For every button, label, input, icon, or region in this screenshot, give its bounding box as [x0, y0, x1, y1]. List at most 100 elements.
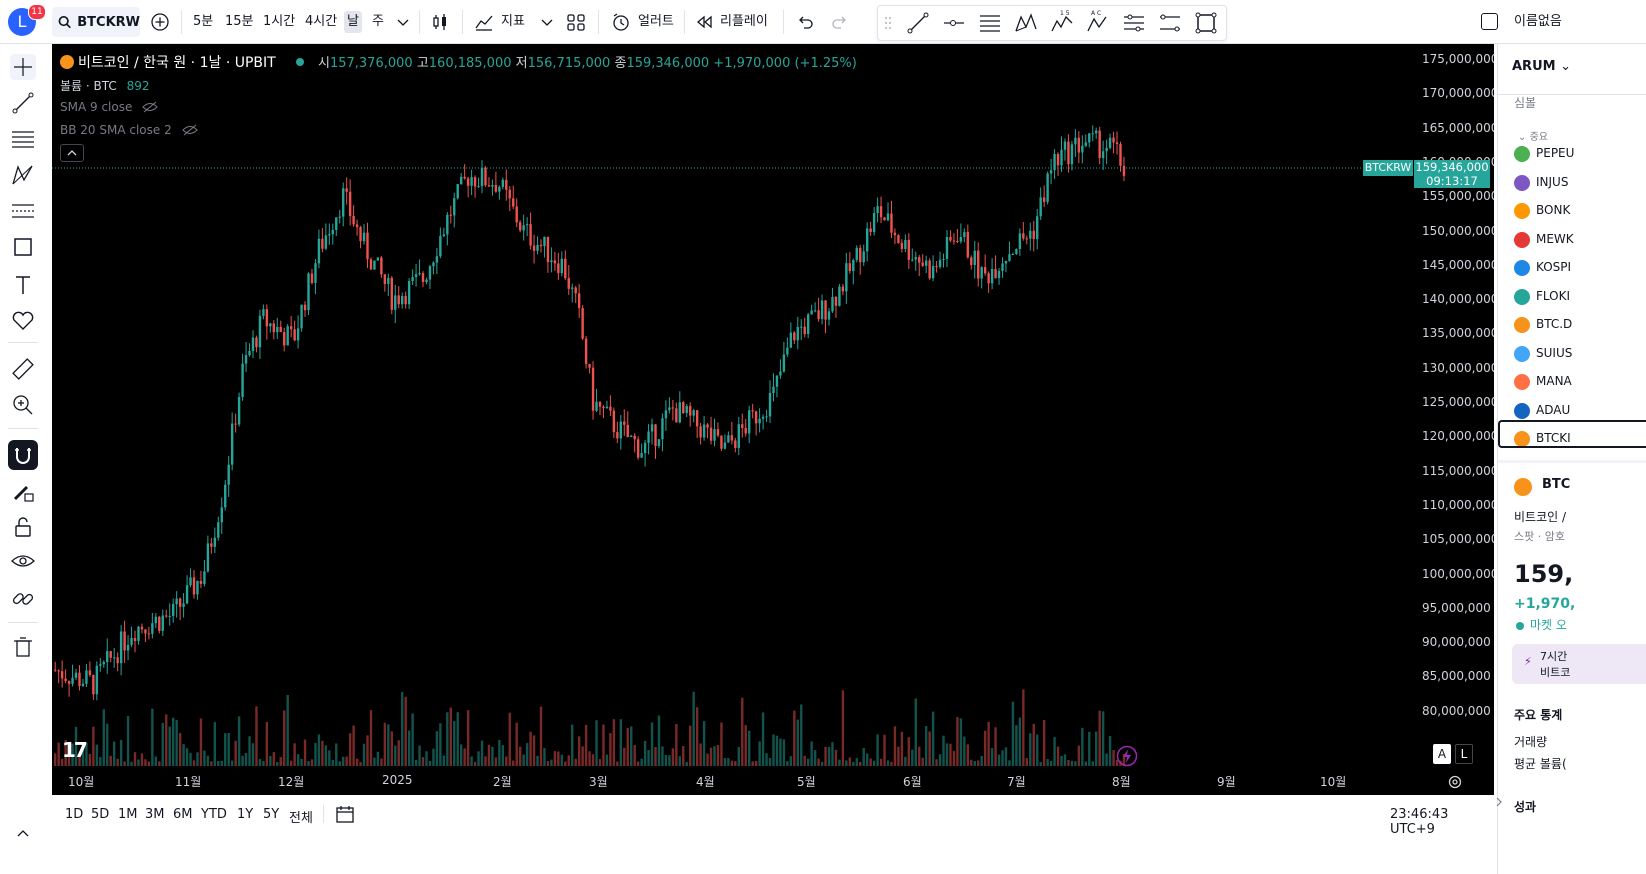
- volume-bar: [668, 755, 671, 766]
- clock-timezone[interactable]: 23:46:43 UTC+9: [1390, 807, 1449, 837]
- alarm-clock-icon[interactable]: [611, 12, 631, 32]
- watchlist-row[interactable]: MEWK: [1498, 226, 1646, 254]
- close-value: 159,346,000: [626, 56, 710, 71]
- watchlist-row[interactable]: INJUS: [1498, 169, 1646, 197]
- prediction-tools-icon[interactable]: [10, 198, 36, 224]
- range-5d[interactable]: 5D: [91, 807, 110, 822]
- pattern-xabcd-icon[interactable]: [1014, 11, 1038, 35]
- eye-hidden-icon[interactable]: [142, 101, 158, 113]
- long-position-icon[interactable]: [1122, 11, 1146, 35]
- interval-day[interactable]: 날: [344, 11, 362, 33]
- bb-legend[interactable]: BB 20 SMA close 2: [60, 123, 198, 137]
- layout-name[interactable]: 이름없음: [1514, 14, 1562, 29]
- watchlist-row[interactable]: ADAU: [1498, 397, 1646, 425]
- range-1d[interactable]: 1D: [65, 807, 84, 822]
- undo-icon[interactable]: [795, 12, 815, 32]
- watchlist-row[interactable]: SUIUS: [1498, 340, 1646, 368]
- volume-bar: [1039, 761, 1042, 766]
- patterns-icon[interactable]: [10, 162, 36, 188]
- drawing-lock-pencil-icon[interactable]: [10, 478, 36, 504]
- drag-handle-icon[interactable]: [884, 16, 892, 30]
- watchlist-row[interactable]: BONK: [1498, 197, 1646, 225]
- horizontal-ray-icon[interactable]: [942, 11, 966, 35]
- trend-line-icon[interactable]: [10, 90, 36, 116]
- indicators-button[interactable]: 지표: [501, 14, 525, 29]
- rectangle-icon[interactable]: [1194, 11, 1218, 35]
- interval-1h[interactable]: 1시간: [263, 14, 296, 29]
- replay-button[interactable]: 리플레이: [720, 14, 768, 29]
- interval-4h[interactable]: 4시간: [305, 14, 338, 29]
- trend-line-icon[interactable]: [906, 11, 930, 35]
- compare-add-icon[interactable]: [150, 12, 170, 32]
- watchlist-row[interactable]: BTCKI: [1498, 425, 1646, 453]
- watchlist-name[interactable]: ARUM ⌄: [1512, 59, 1571, 74]
- collapse-arrow-icon[interactable]: [10, 820, 36, 846]
- chart-pane[interactable]: 비트코인 / 한국 원 · 1날 · UPBIT 시157,376,000 고1…: [52, 44, 1494, 795]
- tradingview-logo-icon[interactable]: 17: [62, 738, 88, 762]
- alert-button[interactable]: 얼러트: [638, 14, 674, 29]
- log-scale-button[interactable]: L: [1455, 744, 1473, 764]
- volume-bar: [845, 760, 848, 766]
- range-ytd[interactable]: YTD: [201, 807, 227, 822]
- goto-date-calendar-icon[interactable]: [334, 803, 356, 825]
- interval-week[interactable]: 주: [372, 14, 384, 29]
- legend-title[interactable]: 비트코인 / 한국 원 · 1날 · UPBIT: [78, 55, 276, 71]
- link-icon[interactable]: [10, 586, 36, 612]
- fib-tools-icon[interactable]: [10, 126, 36, 152]
- candle-body: [161, 615, 164, 631]
- section-header[interactable]: ⌄ 중요: [1518, 128, 1548, 143]
- volume-bar: [640, 758, 643, 766]
- volume-bar: [1101, 711, 1105, 766]
- zoom-in-icon[interactable]: [10, 392, 36, 418]
- promo-banner[interactable]: ⚡ 7시간 비트코: [1512, 644, 1646, 684]
- indicators-icon[interactable]: [474, 12, 494, 32]
- lock-icon[interactable]: [10, 514, 36, 540]
- abc-correction-icon[interactable]: A C: [1086, 9, 1110, 35]
- ruler-icon[interactable]: [10, 356, 36, 382]
- range-1m[interactable]: 1M: [118, 807, 138, 822]
- volume-bar: [67, 752, 71, 766]
- interval-5m[interactable]: 5분: [193, 14, 214, 29]
- chevron-right-icon[interactable]: [1494, 795, 1504, 809]
- auto-scale-button[interactable]: A: [1433, 744, 1451, 764]
- collapse-legend-button[interactable]: [60, 144, 84, 162]
- layout-grid-icon[interactable]: [566, 12, 586, 32]
- eye-icon[interactable]: [10, 548, 36, 574]
- price-chart-canvas[interactable]: [52, 44, 1494, 795]
- layout-checkbox-icon[interactable]: [1481, 13, 1498, 30]
- volume-bar: [470, 756, 473, 766]
- replay-rewind-icon[interactable]: [695, 12, 715, 32]
- elliott-wave-icon[interactable]: 1 5: [1050, 9, 1074, 35]
- range-6m[interactable]: 6M: [173, 807, 193, 822]
- chevron-down-icon[interactable]: [393, 12, 413, 32]
- candle-body: [803, 326, 806, 335]
- text-tool-icon[interactable]: [10, 272, 36, 298]
- watchlist-row[interactable]: KOSPI: [1498, 254, 1646, 282]
- range-5y[interactable]: 5Y: [263, 807, 280, 822]
- geometric-shapes-icon[interactable]: [10, 234, 36, 260]
- column-symbol-header[interactable]: 심볼: [1514, 96, 1537, 110]
- trash-icon[interactable]: [10, 634, 36, 660]
- symbol-search-button[interactable]: BTCKRW: [52, 7, 140, 37]
- watchlist-row[interactable]: BTC.D: [1498, 311, 1646, 339]
- fib-retracement-icon[interactable]: [978, 11, 1002, 35]
- range-1y[interactable]: 1Y: [237, 807, 254, 822]
- volume-legend[interactable]: 볼륨 · BTC 892: [60, 77, 150, 94]
- sma-legend[interactable]: SMA 9 close: [60, 100, 158, 114]
- settings-gear-icon[interactable]: [1447, 774, 1463, 790]
- candle-type-icon[interactable]: [430, 12, 450, 32]
- lightning-icon[interactable]: [1116, 745, 1138, 767]
- crosshair-icon[interactable]: [10, 54, 36, 80]
- magnet-icon[interactable]: [8, 440, 38, 470]
- redo-icon[interactable]: [830, 12, 850, 32]
- range-3m[interactable]: 3M: [145, 807, 165, 822]
- range-all[interactable]: 전체: [289, 811, 313, 826]
- parallel-channel-icon[interactable]: [1158, 11, 1182, 35]
- watchlist-row[interactable]: PEPEU: [1498, 140, 1646, 168]
- eye-hidden-icon[interactable]: [181, 124, 198, 136]
- interval-15m[interactable]: 15분: [225, 14, 254, 29]
- watchlist-row[interactable]: FLOKI: [1498, 283, 1646, 311]
- heart-icon[interactable]: [10, 308, 36, 334]
- chevron-down-icon[interactable]: [537, 12, 557, 32]
- watchlist-row[interactable]: MANA: [1498, 368, 1646, 396]
